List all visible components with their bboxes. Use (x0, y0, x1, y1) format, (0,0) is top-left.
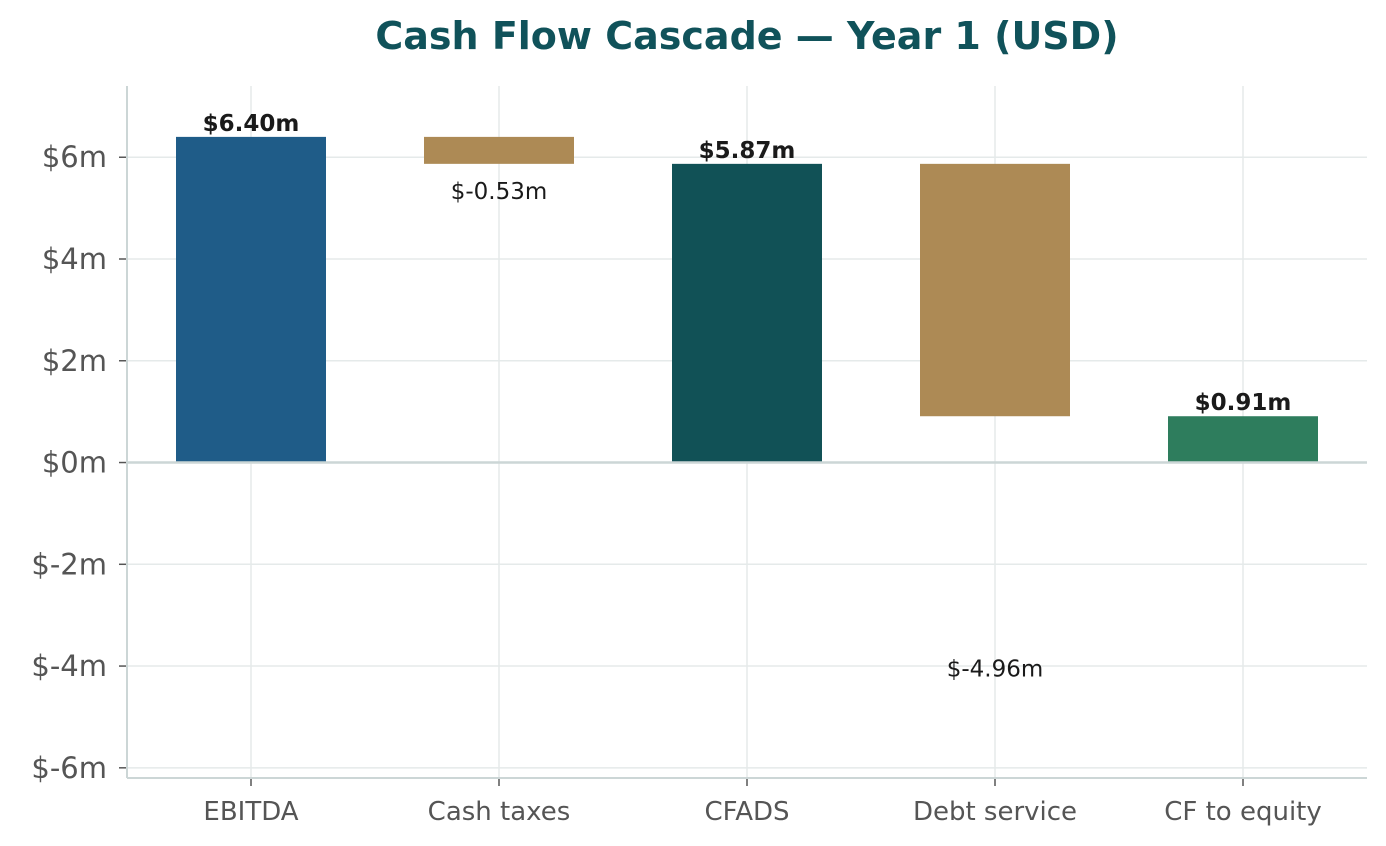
data-label: $6.40m (203, 111, 300, 137)
data-label: $-4.96m (947, 657, 1044, 683)
bar-cfads (672, 163, 822, 463)
label-layer: $6.40m $-0.53m $5.87m $-4.96m $0.91m (203, 111, 1292, 683)
x-tick-label: CF to equity (1164, 797, 1322, 827)
x-tick-label: CFADS (704, 797, 789, 827)
y-tick-label: $-4m (31, 649, 107, 683)
y-tick-label: $0m (42, 446, 107, 480)
data-label: $0.91m (1195, 390, 1292, 416)
data-label: $5.87m (699, 138, 796, 164)
axis-layer: $6m $4m $2m $0m $-2m $-4m $-6m EBITDA Cash taxes… (31, 86, 1367, 827)
y-tick-label: $-6m (31, 751, 107, 785)
bar-ebitda (176, 136, 326, 463)
x-tick-label: Debt service (913, 797, 1077, 827)
y-tick-label: $-2m (31, 547, 107, 581)
y-tick-label: $6m (42, 140, 107, 174)
chart-title: Cash Flow Cascade — Year 1 (USD) (375, 14, 1119, 58)
bar-layer (176, 136, 1318, 463)
x-tick-label: Cash taxes (428, 797, 571, 827)
y-tick-label: $2m (42, 344, 107, 378)
y-tick-label: $4m (42, 242, 107, 276)
data-label: $-0.53m (451, 179, 548, 205)
bar-cash-taxes (424, 136, 574, 164)
bar-cf-to-equity (1168, 416, 1318, 463)
x-tick-label: EBITDA (203, 797, 298, 827)
bar-debt-service (920, 163, 1070, 417)
